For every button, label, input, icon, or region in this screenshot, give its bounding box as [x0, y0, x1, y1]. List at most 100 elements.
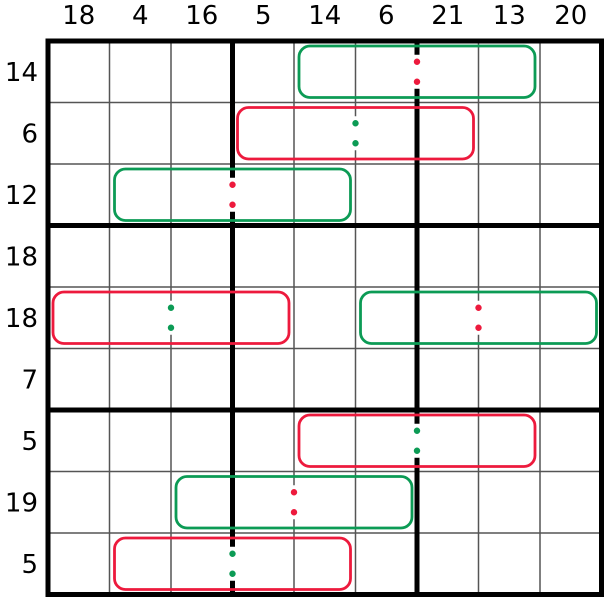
cell-r4c9[interactable]	[540, 225, 602, 288]
cell-r1c3[interactable]	[171, 41, 233, 103]
cell-r7c1[interactable]	[48, 410, 110, 472]
cell-r6c2[interactable]	[109, 348, 172, 411]
cell-r9c3[interactable]	[171, 533, 233, 595]
cell-r8c8[interactable]	[478, 471, 541, 534]
dot-line-gap	[351, 116, 360, 151]
cell-r5c5[interactable]	[294, 287, 356, 349]
cell-r9c4[interactable]	[232, 533, 295, 595]
cell-r2c2[interactable]	[109, 102, 172, 165]
cell-r1c7[interactable]	[417, 41, 479, 103]
cell-r4c2[interactable]	[109, 225, 172, 288]
boundary-dot-red	[290, 489, 298, 496]
cell-r3c9[interactable]	[540, 164, 602, 226]
cell-r3c4[interactable]	[232, 164, 295, 226]
cell-r7c8[interactable]	[478, 410, 541, 472]
cell-r8c5[interactable]	[294, 471, 356, 534]
cell-r9c8[interactable]	[478, 533, 541, 595]
cell-r3c6[interactable]	[355, 164, 418, 226]
cage-2-red	[236, 106, 475, 161]
cell-r9c9[interactable]	[540, 533, 602, 595]
cell-r7c5[interactable]	[294, 410, 356, 472]
cell-r3c3[interactable]	[171, 164, 233, 226]
cell-r8c1[interactable]	[48, 471, 110, 534]
cell-r1c8[interactable]	[478, 41, 541, 103]
top-clue-label-col6: 6	[378, 1, 395, 31]
cell-r7c7[interactable]	[417, 410, 479, 472]
cell-r3c1[interactable]	[48, 164, 110, 226]
boundary-dot-red	[290, 509, 298, 516]
cell-r5c9[interactable]	[540, 287, 602, 349]
boundary-dot-red	[475, 324, 482, 331]
cell-r8c9[interactable]	[540, 471, 602, 534]
cell-r3c8[interactable]	[478, 164, 541, 226]
cell-r5c6[interactable]	[355, 287, 418, 349]
cell-r2c5[interactable]	[294, 102, 356, 165]
cell-r9c5[interactable]	[294, 533, 356, 595]
cell-r6c5[interactable]	[294, 348, 356, 411]
cell-r5c3[interactable]	[171, 287, 233, 349]
cell-r3c2[interactable]	[109, 164, 172, 226]
cell-r8c7[interactable]	[417, 471, 479, 534]
cell-r2c6[interactable]	[355, 102, 418, 165]
cell-r7c6[interactable]	[355, 410, 418, 472]
cell-r4c4[interactable]	[232, 225, 295, 288]
cell-r7c2[interactable]	[109, 410, 172, 472]
dot-line-gap	[228, 546, 237, 581]
cell-r5c4[interactable]	[232, 287, 295, 349]
cell-r4c6[interactable]	[355, 225, 418, 288]
dot-line-gap	[474, 300, 483, 335]
left-clue-label-row9: 5	[21, 550, 38, 580]
top-clue-label-col8: 13	[493, 1, 526, 31]
cell-r5c8[interactable]	[478, 287, 541, 349]
cell-r1c4[interactable]	[232, 41, 295, 103]
cell-r7c9[interactable]	[540, 410, 602, 472]
cell-r8c4[interactable]	[232, 471, 295, 534]
cell-r9c1[interactable]	[48, 533, 110, 595]
cell-r1c9[interactable]	[540, 41, 602, 103]
cell-r4c5[interactable]	[294, 225, 356, 288]
cell-r4c3[interactable]	[171, 225, 233, 288]
cell-r5c2[interactable]	[109, 287, 172, 349]
boundary-dot-green	[352, 120, 359, 127]
cell-r8c2[interactable]	[109, 471, 172, 534]
cell-r2c4[interactable]	[232, 102, 295, 165]
cell-r4c7[interactable]	[417, 225, 479, 288]
cell-r6c4[interactable]	[232, 348, 295, 411]
cell-r9c2[interactable]	[109, 533, 172, 595]
cage-4-red	[51, 290, 291, 345]
cell-r1c5[interactable]	[294, 41, 356, 103]
cell-r6c7[interactable]	[417, 348, 479, 411]
cell-r6c6[interactable]	[355, 348, 418, 411]
cell-r8c3[interactable]	[171, 471, 233, 534]
cell-r6c9[interactable]	[540, 348, 602, 411]
cell-r2c3[interactable]	[171, 102, 233, 165]
cell-r6c8[interactable]	[478, 348, 541, 411]
cell-r8c6[interactable]	[355, 471, 418, 534]
cell-r2c1[interactable]	[48, 102, 110, 165]
left-clue-label-row8: 19	[5, 488, 38, 518]
cell-r9c6[interactable]	[355, 533, 418, 595]
left-clue-label-row4: 18	[5, 242, 38, 272]
boundary-dot-green	[167, 304, 175, 311]
cell-r2c7[interactable]	[417, 102, 479, 165]
cell-r3c7[interactable]	[417, 164, 479, 226]
cell-r2c9[interactable]	[540, 102, 602, 165]
dot-line-gap	[167, 300, 175, 335]
cell-r7c4[interactable]	[232, 410, 295, 472]
cell-r9c7[interactable]	[417, 533, 479, 595]
cell-r2c8[interactable]	[478, 102, 541, 165]
cell-r5c1[interactable]	[48, 287, 110, 349]
boundary-dot-red	[413, 78, 421, 85]
cell-r7c3[interactable]	[171, 410, 233, 472]
cell-r5c7[interactable]	[417, 287, 479, 349]
left-clue-label-row7: 5	[21, 427, 38, 457]
cell-r6c3[interactable]	[171, 348, 233, 411]
cell-r6c1[interactable]	[48, 348, 110, 411]
cell-r4c1[interactable]	[48, 225, 110, 288]
cell-r3c5[interactable]	[294, 164, 356, 226]
cell-r4c8[interactable]	[478, 225, 541, 288]
cell-r1c1[interactable]	[48, 41, 110, 103]
cell-r1c6[interactable]	[355, 41, 418, 103]
cell-r1c2[interactable]	[109, 41, 172, 103]
